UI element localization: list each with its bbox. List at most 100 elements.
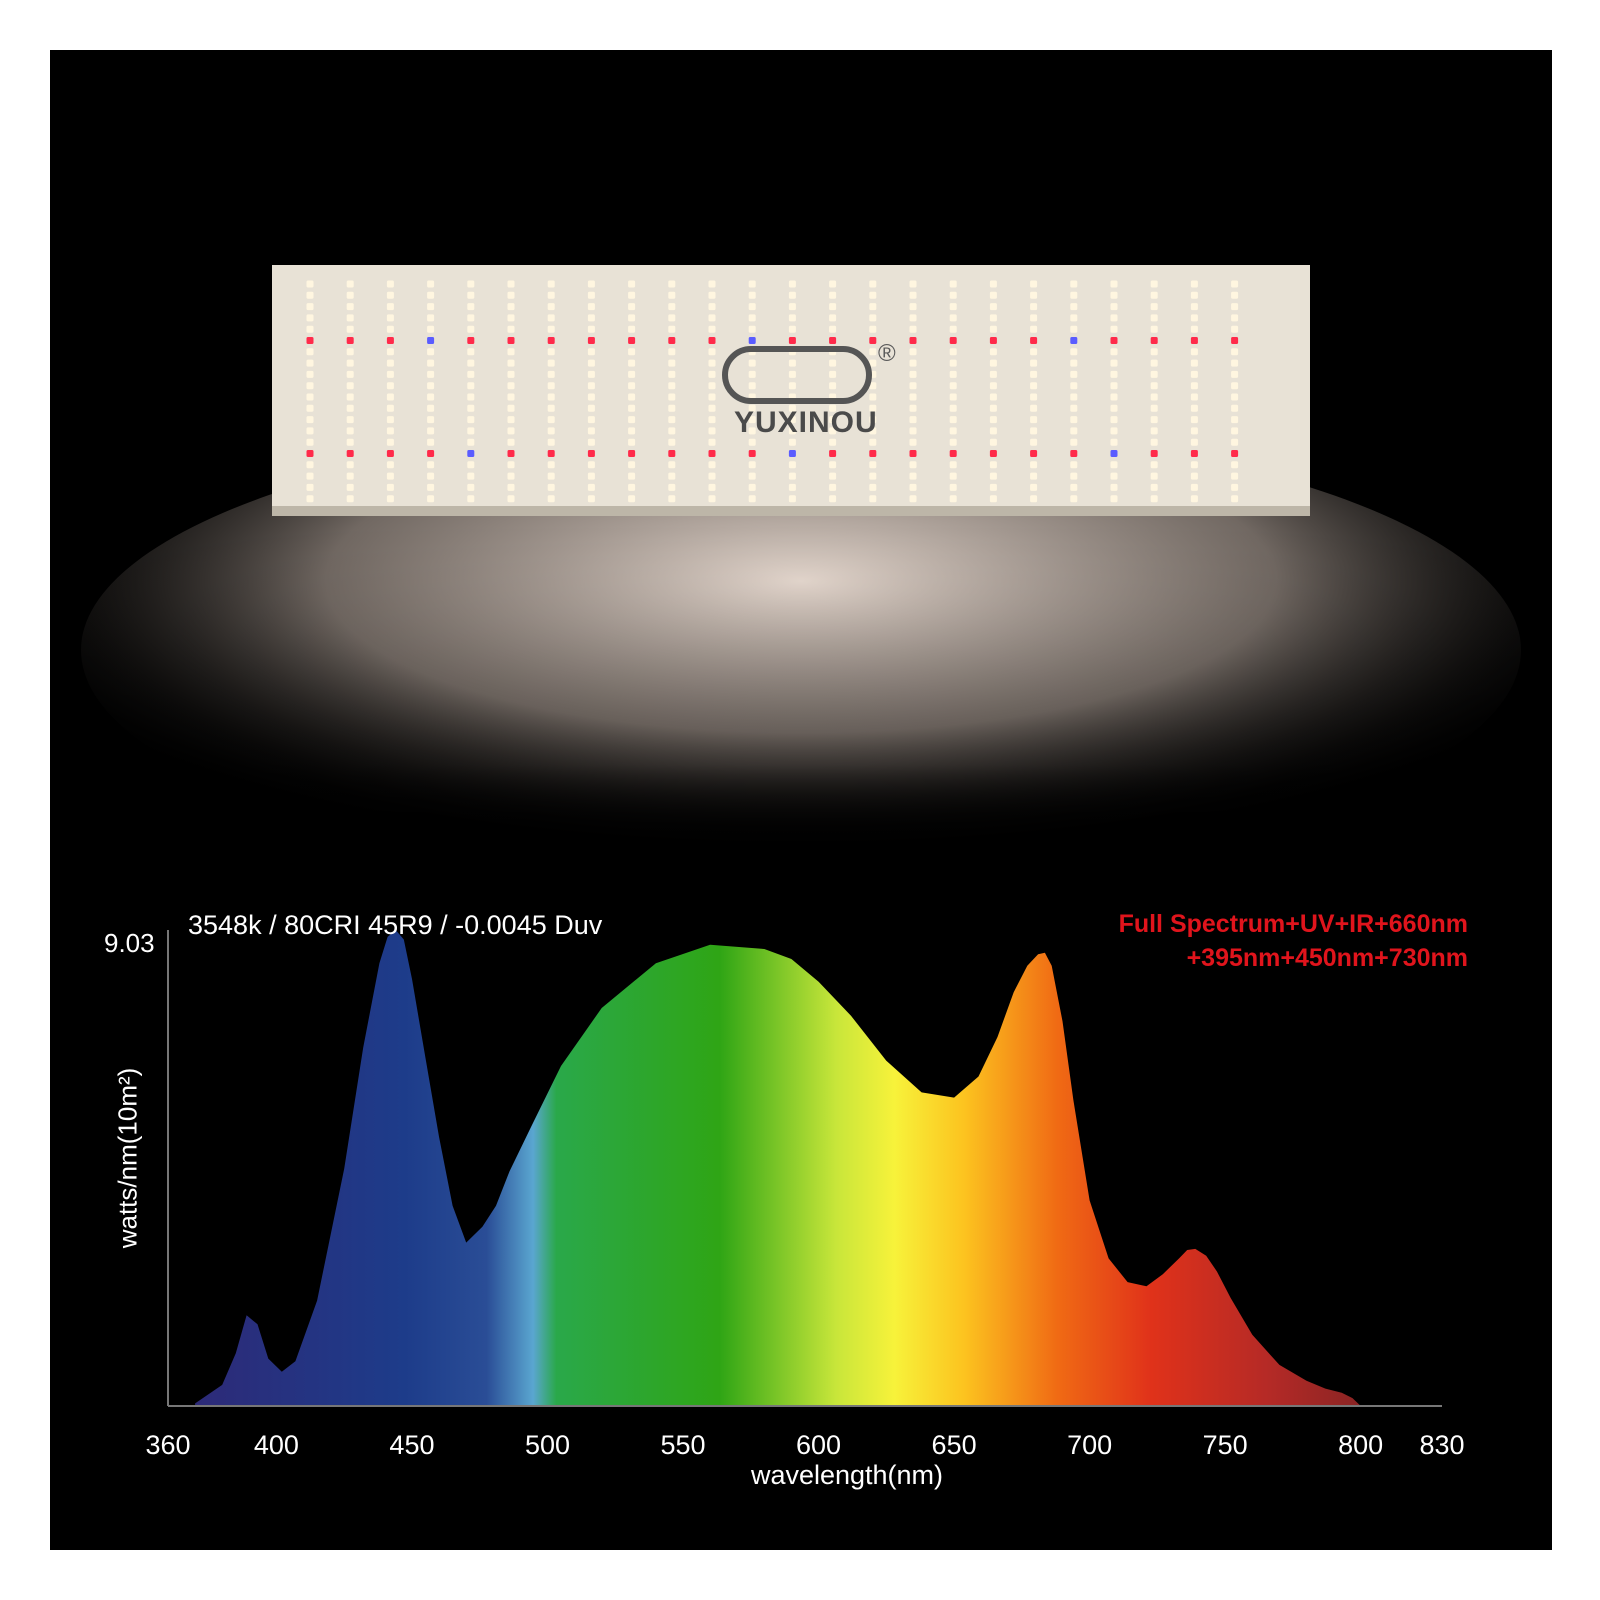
led <box>989 393 997 401</box>
led <box>1150 280 1158 288</box>
led <box>1150 427 1158 435</box>
led <box>427 348 435 356</box>
led <box>587 427 595 435</box>
led <box>467 438 475 446</box>
led <box>869 461 877 469</box>
led <box>1030 450 1038 457</box>
led <box>587 483 595 491</box>
led <box>949 303 957 311</box>
led <box>386 450 394 457</box>
led <box>1231 359 1239 367</box>
led <box>1190 370 1198 378</box>
led <box>788 314 796 322</box>
led <box>346 382 354 390</box>
led <box>386 472 394 480</box>
led <box>668 495 676 503</box>
led <box>507 495 515 503</box>
led <box>346 461 354 469</box>
led <box>1070 291 1078 299</box>
led <box>628 382 636 390</box>
led <box>306 325 314 333</box>
led <box>989 359 997 367</box>
led <box>949 427 957 435</box>
led <box>1150 303 1158 311</box>
led <box>1231 370 1239 378</box>
led <box>427 382 435 390</box>
x-tick-label: 400 <box>253 1430 299 1460</box>
spectrum-area <box>195 930 1361 1406</box>
led <box>909 370 917 378</box>
led <box>507 404 515 412</box>
x-tick-label: 360 <box>145 1430 191 1460</box>
led <box>547 450 555 457</box>
led <box>869 450 877 457</box>
led <box>1231 303 1239 311</box>
led <box>1070 472 1078 480</box>
led <box>1030 404 1038 412</box>
led <box>668 314 676 322</box>
x-tick-label: 700 <box>1067 1430 1113 1460</box>
led <box>467 280 475 288</box>
led <box>547 325 555 333</box>
led <box>989 427 997 435</box>
led <box>306 348 314 356</box>
led <box>989 461 997 469</box>
led <box>989 370 997 378</box>
led <box>909 337 917 344</box>
led <box>1070 416 1078 424</box>
led <box>306 450 314 457</box>
led <box>1110 427 1118 435</box>
led <box>587 303 595 311</box>
led <box>788 438 796 446</box>
x-tick-label: 450 <box>389 1430 435 1460</box>
led <box>628 472 636 480</box>
led <box>668 325 676 333</box>
led <box>869 495 877 503</box>
led <box>829 382 837 390</box>
led <box>1231 427 1239 435</box>
led <box>386 427 394 435</box>
led <box>628 325 636 333</box>
led <box>1190 348 1198 356</box>
led <box>708 404 716 412</box>
led <box>869 359 877 367</box>
led <box>788 483 796 491</box>
led <box>708 280 716 288</box>
led <box>1110 370 1118 378</box>
led <box>1030 348 1038 356</box>
led <box>748 325 756 333</box>
led <box>467 359 475 367</box>
led <box>1110 450 1118 457</box>
led <box>386 461 394 469</box>
led <box>1231 348 1239 356</box>
led <box>1150 483 1158 491</box>
led <box>628 314 636 322</box>
led <box>989 280 997 288</box>
led <box>1110 483 1118 491</box>
led <box>708 303 716 311</box>
led <box>587 337 595 344</box>
led <box>386 438 394 446</box>
led <box>1231 337 1239 344</box>
led <box>668 416 676 424</box>
led <box>467 393 475 401</box>
led <box>1070 427 1078 435</box>
led <box>949 359 957 367</box>
led <box>507 280 515 288</box>
led <box>869 438 877 446</box>
led <box>869 472 877 480</box>
led <box>748 280 756 288</box>
led <box>708 348 716 356</box>
led <box>587 348 595 356</box>
led <box>748 483 756 491</box>
led <box>1070 438 1078 446</box>
led <box>708 370 716 378</box>
led <box>909 348 917 356</box>
led <box>306 314 314 322</box>
led <box>547 495 555 503</box>
led <box>949 483 957 491</box>
led <box>1030 359 1038 367</box>
led <box>507 472 515 480</box>
led <box>1030 472 1038 480</box>
led <box>788 370 796 378</box>
